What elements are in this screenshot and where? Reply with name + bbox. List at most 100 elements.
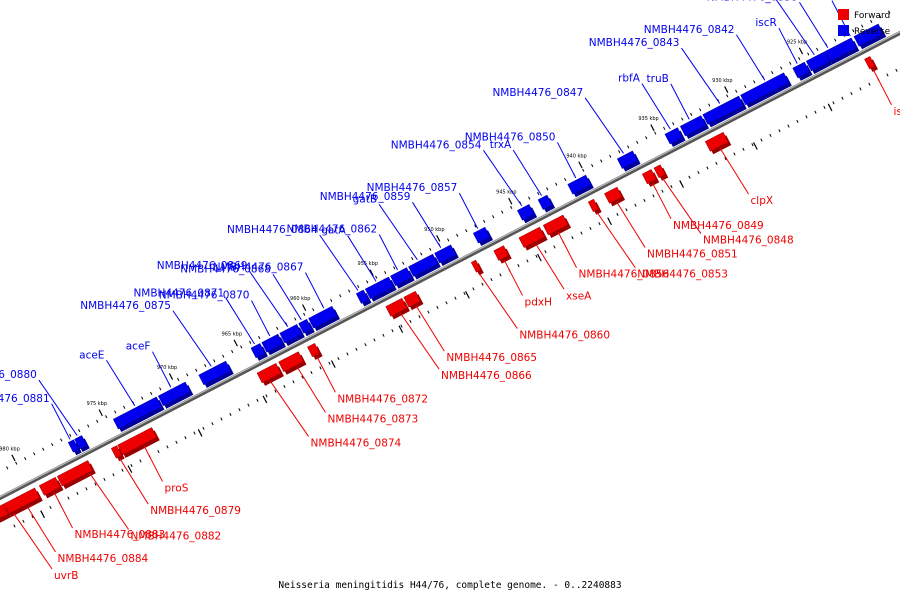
minor-tick: [544, 250, 547, 254]
gene-label-isca: iscA: [894, 106, 900, 118]
gene-nmbh4476_0859[interactable]: [434, 244, 457, 264]
gene-nmbh4476_0873[interactable]: [278, 351, 304, 373]
minor-tick: [402, 261, 405, 265]
gene-nmbh4476_0864[interactable]: [355, 289, 369, 304]
minor-tick: [51, 443, 54, 447]
gene-nmbh4476_0848[interactable]: [653, 164, 666, 179]
major-tick: [724, 86, 729, 93]
gene-isca[interactable]: [864, 56, 876, 70]
gene-label-nmbh4476_0850: NMBH4476_0850: [465, 131, 556, 143]
minor-tick: [798, 57, 801, 61]
gene-leader-line: [106, 360, 136, 407]
minor-tick: [238, 408, 241, 412]
gene-acee[interactable]: [112, 396, 162, 430]
gene-nmbh4476_0874[interactable]: [256, 362, 282, 384]
gene-nmbh4476_0882[interactable]: [56, 460, 94, 487]
gene-nmbh4476_0875[interactable]: [198, 360, 232, 386]
gene-uvrb[interactable]: [0, 503, 9, 523]
gene-xsea[interactable]: [518, 226, 545, 248]
minor-tick: [472, 287, 475, 291]
minor-tick: [400, 324, 403, 328]
gene-nmbh4476_0880[interactable]: [74, 435, 88, 450]
gene-gata[interactable]: [364, 276, 395, 300]
gene-nmbh4476_0853[interactable]: [587, 198, 599, 213]
minor-tick: [492, 215, 495, 219]
minor-tick: [6, 466, 9, 470]
minor-tick: [555, 182, 558, 186]
tick-label: 955 kbp: [358, 261, 378, 267]
gene-label-nmbh4476_0880: NMBH4476_0880: [0, 369, 37, 381]
minor-tick: [114, 410, 117, 414]
gene-iscs[interactable]: [805, 51, 830, 72]
gene-trub[interactable]: [679, 115, 707, 137]
gene-nmbh4476_0847[interactable]: [616, 150, 638, 169]
labels-layer: iscUNMBH4476_0838iscSiscRNMBH4476_0842NM…: [0, 0, 900, 582]
gene-nmbh4476_0843[interactable]: [702, 95, 745, 125]
minor-tick: [159, 387, 162, 391]
gene-nmbh4476_0883[interactable]: [38, 476, 61, 496]
gene-leader-line: [641, 83, 671, 130]
gene-nmbh4476_0872[interactable]: [307, 342, 320, 358]
gene-nmbh4476_0851[interactable]: [604, 186, 623, 204]
minor-tick: [688, 175, 691, 179]
minor-tick: [175, 440, 178, 444]
minor-tick: [184, 436, 187, 440]
gene-nmbh4476_0867[interactable]: [308, 305, 338, 329]
minor-tick: [814, 110, 817, 114]
gene-nmbh4476_0870[interactable]: [261, 333, 284, 353]
backbone-highlight: [0, 31, 900, 498]
gene-nmbh4476_0862[interactable]: [390, 267, 413, 287]
major-tick: [262, 395, 268, 404]
minor-tick: [474, 224, 477, 228]
minor-tick: [726, 94, 729, 98]
gene-nmbh4476_0860[interactable]: [470, 259, 482, 273]
gene-clpx[interactable]: [704, 131, 729, 152]
gene-nmbh4476_0849[interactable]: [641, 169, 657, 185]
minor-tick: [103, 477, 106, 482]
gene-leader-line: [719, 148, 749, 195]
minor-tick: [571, 236, 574, 240]
minor-tick: [735, 89, 738, 93]
minor-tick: [744, 84, 747, 89]
major-tick: [11, 454, 16, 462]
minor-tick: [195, 368, 198, 372]
minor-tick: [699, 108, 702, 112]
gene-nmbh4476_0868[interactable]: [298, 318, 313, 334]
gene-nmbh4476_0881[interactable]: [67, 439, 80, 453]
gene-nmbh4476_0850[interactable]: [567, 174, 592, 195]
gene-nmbh4476_0871[interactable]: [250, 343, 266, 359]
gene-iscr[interactable]: [792, 61, 810, 79]
minor-tick: [303, 312, 306, 316]
gene-acef[interactable]: [157, 381, 191, 407]
minor-tick: [733, 152, 736, 156]
minor-tick: [436, 305, 439, 309]
gene-iscu[interactable]: [853, 23, 884, 47]
tick-label: 970 kbp: [157, 365, 177, 371]
gene-rbfa[interactable]: [664, 127, 683, 145]
minor-tick: [85, 487, 88, 491]
minor-tick: [292, 380, 295, 384]
gene-nmbh4476_0869[interactable]: [279, 324, 303, 344]
gene-nmbh4476_0879[interactable]: [110, 445, 122, 459]
gene-nmbh4476_0857[interactable]: [472, 226, 491, 244]
gene-pdxh[interactable]: [493, 245, 509, 261]
gene-label-nmbh4476_0874: NMBH4476_0874: [311, 437, 402, 449]
gene-leader-line: [378, 234, 399, 271]
gene-leader-line: [616, 201, 646, 248]
gene-leader-line: [736, 34, 766, 81]
gene-nmbh4476_0865[interactable]: [403, 290, 421, 308]
gene-leader-line: [478, 272, 518, 329]
gene-nmbh4476_0854[interactable]: [517, 204, 535, 221]
tick-label: 935 kbp: [638, 116, 658, 122]
gene-nmbh4476_0866[interactable]: [385, 297, 408, 317]
gene-nmbh4476_0842[interactable]: [740, 72, 790, 106]
tick-label: 950 kbp: [424, 227, 444, 233]
gene-gatb[interactable]: [408, 253, 439, 277]
minor-tick: [715, 161, 718, 165]
gene-leader-line: [152, 351, 172, 388]
gene-nmbh4476_0856[interactable]: [542, 214, 569, 236]
gene-label-acef: aceF: [126, 341, 151, 353]
gene-leader-line: [13, 513, 53, 570]
gene-trxa[interactable]: [537, 194, 553, 210]
